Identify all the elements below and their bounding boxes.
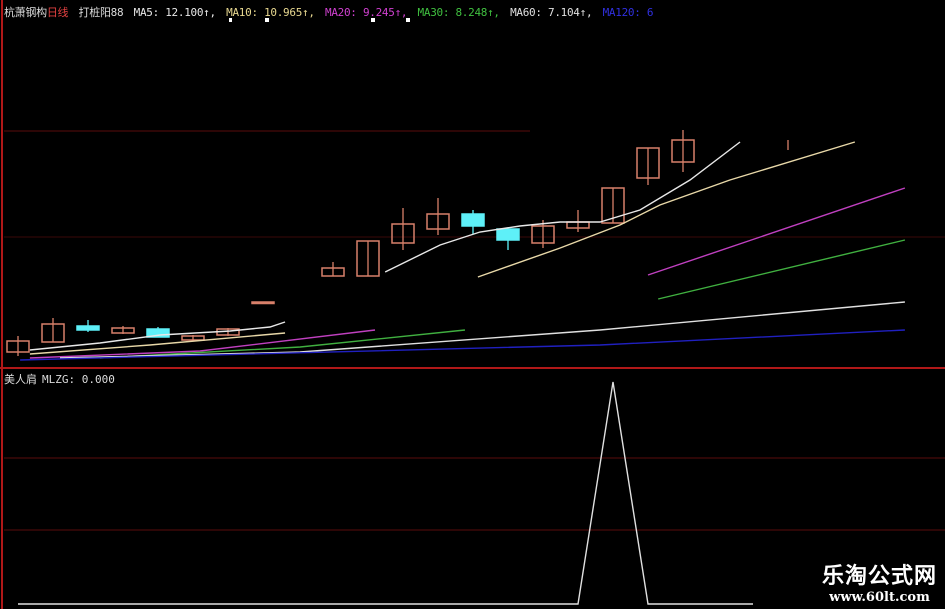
indicator-header: 美人肩 MLZG: 0.000 — [4, 371, 120, 387]
candle-body — [496, 228, 520, 241]
ma30-line — [657, 239, 906, 300]
ma20-value: MA20: 9.245↑, — [325, 6, 408, 19]
candle-body — [531, 225, 555, 244]
period-label[interactable]: 日线 — [46, 6, 69, 19]
candle-body — [6, 340, 30, 353]
candle-up — [356, 240, 380, 277]
watermark-logo: 乐淘公式网 www.60lt.com — [822, 558, 937, 605]
ma120-value: MA120: 6 — [602, 6, 654, 19]
candles-group — [6, 130, 789, 356]
candle-up — [601, 187, 625, 224]
candle-up — [6, 336, 30, 356]
watermark-url: www.60lt.com — [829, 590, 930, 605]
candle-body — [356, 240, 380, 277]
candle-up — [251, 301, 275, 305]
candle-down — [76, 320, 100, 332]
ma10-line — [477, 141, 856, 278]
ma10-value: MA10: 10.965↑, — [226, 6, 315, 19]
candle-body — [76, 325, 100, 331]
stock-name[interactable]: 杭萧钢构 — [4, 6, 47, 19]
candle-up — [531, 220, 555, 248]
candle-body — [146, 328, 170, 338]
chart-header: 杭萧钢构日线 打桩阳88 MA5: 12.100↑, MA10: 10.965↑… — [4, 4, 657, 20]
candle-body — [181, 335, 205, 341]
candle-up — [181, 335, 205, 341]
marker-dot — [265, 18, 269, 22]
candle-body — [426, 213, 450, 230]
ma30-value: MA30: 8.248↑, — [417, 6, 501, 19]
candle-up — [41, 318, 65, 343]
candle-body — [391, 223, 415, 244]
ma5-value: MA5: 12.100↑, — [133, 6, 217, 19]
ma20-line — [29, 329, 376, 359]
ma5-line — [29, 321, 286, 351]
marker-dot — [371, 18, 375, 22]
candle-body — [111, 327, 135, 334]
candle-body — [671, 139, 695, 163]
ma60-value: MA60: 7.104↑, — [510, 6, 593, 19]
marker-dot — [229, 18, 232, 22]
ma30-line — [99, 329, 466, 359]
moving-averages-group — [20, 141, 906, 361]
ma20-line — [647, 187, 906, 276]
ma5-line — [384, 141, 741, 273]
mlzg-line — [18, 381, 753, 605]
candle-body — [601, 187, 625, 224]
candle-body — [461, 213, 485, 227]
indicator-group — [18, 381, 753, 605]
ma120-line — [20, 329, 905, 361]
candle-up — [426, 198, 450, 235]
candle-body — [321, 267, 345, 277]
candle-body — [636, 147, 660, 179]
candle-body — [41, 323, 65, 343]
candle-up — [391, 208, 415, 250]
candle-up — [321, 262, 345, 277]
candle-up — [111, 326, 135, 334]
ma60-line — [59, 301, 905, 359]
watermark-title: 乐淘公式网 — [821, 563, 937, 589]
ma10-line — [29, 332, 286, 355]
indicator-value: MLZG: 0.000 — [42, 373, 115, 386]
candle-down — [496, 228, 520, 250]
indicator-name[interactable]: 美人肩 — [4, 373, 37, 386]
candle-body — [251, 301, 275, 305]
marker-dot — [406, 18, 410, 22]
candle-up — [636, 147, 660, 185]
candle-up — [566, 210, 590, 232]
formula-name: 打桩阳88 — [78, 6, 124, 19]
candle-down — [461, 210, 485, 234]
candle-up — [671, 130, 695, 172]
